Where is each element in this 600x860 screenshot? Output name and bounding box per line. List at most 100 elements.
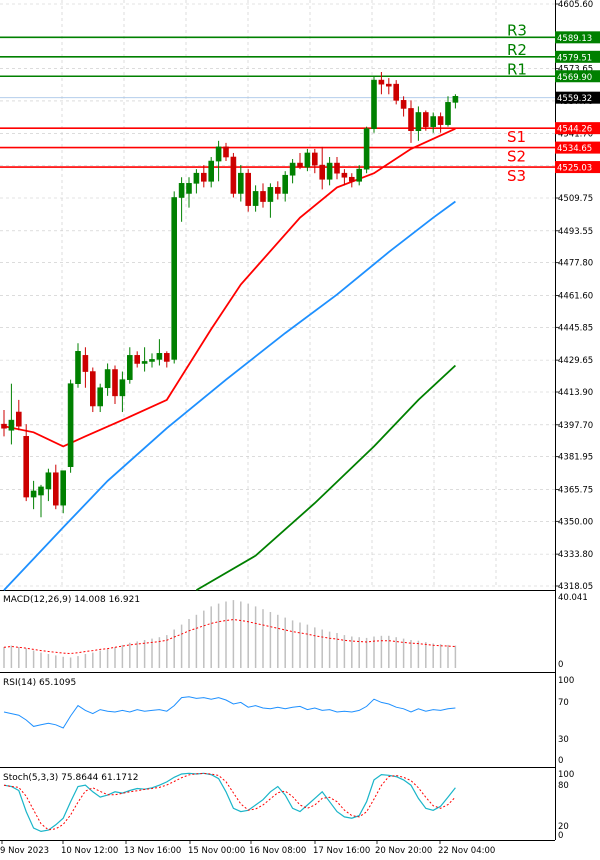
price-tick-label: 4541.70 (558, 129, 593, 139)
level-tag (555, 31, 600, 44)
candle-body (45, 472, 52, 490)
candle-body (334, 162, 340, 174)
candle-body (112, 369, 118, 397)
level-tag-label: 4569.90 (557, 73, 592, 83)
level-tag-label: 4589.13 (557, 34, 592, 44)
candle-body (430, 116, 437, 127)
candle-body (38, 486, 44, 496)
candle-body (371, 79, 377, 129)
price-tick-label: 4509.75 (558, 194, 593, 204)
candle-body (319, 164, 326, 180)
price-tick-label: 4445.85 (558, 323, 593, 333)
rsi-tick: 70 (558, 698, 569, 708)
macd-label: MACD(12,26,9) 14.008 16.921 (3, 595, 140, 605)
candle-body (289, 162, 296, 176)
candle-body (230, 156, 237, 194)
macd-histogram (3, 600, 457, 668)
time-axis: 9 Nov 2023 10 Nov 12:00 13 Nov 16:00 15 Nov… (0, 840, 495, 856)
candle-body (97, 387, 103, 407)
candle-body (408, 108, 414, 132)
current-price-tag (555, 91, 600, 104)
candle-body (400, 100, 407, 109)
candle-body (341, 172, 348, 178)
moving-average-line (3, 127, 456, 448)
level-name: R1 (507, 60, 527, 78)
price-tick-label: 4605.60 (558, 0, 593, 10)
candle-body (171, 197, 177, 360)
candle-body (90, 371, 96, 407)
price-tick-label: 4573.65 (558, 65, 593, 75)
candle-body (82, 355, 89, 372)
time-tick-label: 22 Nov 04:00 (438, 846, 495, 856)
price-tick-label: 4429.65 (558, 356, 593, 366)
candle-body (415, 112, 422, 132)
price-tick-label: 4381.95 (558, 453, 593, 463)
stoch-tick: 80 (558, 781, 569, 791)
candle-body (378, 79, 385, 85)
stoch-label: Stoch(5,3,3) 75.8644 61.1712 (3, 773, 138, 783)
price-tick-label: 4413.90 (558, 388, 593, 398)
price-tick-label: 4493.55 (558, 227, 593, 237)
candle-body (127, 355, 133, 380)
chart-frame (0, 0, 556, 841)
time-tick-label: 20 Nov 20:00 (375, 846, 432, 856)
candle-body (311, 152, 318, 166)
candle-body (304, 152, 311, 168)
rsi-tick: 100 (558, 676, 574, 686)
time-tick-label: 17 Nov 16:00 (313, 846, 370, 856)
price-tick-label: 4397.70 (558, 421, 593, 431)
candle-body (15, 411, 22, 427)
moving-averages (3, 127, 457, 591)
candle-body (60, 470, 67, 506)
candle-body (141, 361, 148, 364)
price-tick-label: 4461.60 (558, 291, 593, 301)
candle-body (437, 116, 444, 125)
time-tick-label: 13 Nov 16:00 (124, 846, 181, 856)
candle-body (67, 383, 74, 467)
rsi-line (3, 696, 456, 729)
macd-axis-top: 40.041 (558, 593, 588, 603)
level-tag-label: 4525.03 (557, 164, 592, 174)
level-name: R3 (507, 21, 527, 39)
grid (0, 0, 555, 587)
candle-body (393, 83, 400, 101)
level-tag (555, 161, 600, 174)
level-name: R2 (507, 41, 527, 59)
candle-body (193, 172, 200, 184)
stoch-tick: 20 (558, 822, 569, 832)
candle-body (363, 128, 370, 170)
price-axis: 4605.604573.654557.704541.704525.754509.… (555, 0, 593, 592)
candle-body (186, 183, 192, 194)
current-price-label: 4559.32 (557, 94, 592, 104)
macd-signal-line (3, 619, 456, 655)
level-tags: 4589.13 4579.51 4569.90 4544.26 4534.65 4525.… (555, 31, 600, 174)
candle-body (356, 168, 363, 182)
moving-average-line (195, 364, 457, 591)
candle-body (104, 369, 111, 389)
candle-body (215, 146, 222, 162)
candle-body (282, 174, 289, 194)
candle-body (1, 423, 7, 429)
price-tick-label: 4318.05 (558, 582, 593, 592)
time-tick-label: 9 Nov 2023 (0, 846, 49, 856)
stoch-signal-line (3, 772, 456, 831)
candle-body (223, 146, 229, 158)
stoch-pane: Stoch(5,3,3) 75.8644 61.1712 100 80 20 0 (3, 770, 574, 841)
candle-body (208, 160, 214, 182)
candle-body (149, 359, 155, 362)
candle-body (348, 176, 355, 182)
level-name: S1 (507, 128, 526, 146)
candle-body (52, 472, 59, 506)
rsi-pane: RSI(14) 65.1095 100 70 30 0 (3, 676, 574, 766)
macd-pane: MACD(12,26,9) 14.008 16.921 40.041 0 (3, 593, 588, 670)
candle-body (252, 191, 259, 206)
candle-body (385, 83, 392, 87)
level-name: S3 (507, 167, 526, 185)
candle-body (297, 162, 303, 168)
candle-body (452, 95, 459, 103)
macd-axis-bottom: 0 (558, 660, 563, 670)
rsi-tick: 30 (558, 735, 569, 745)
level-tag-label: 4579.51 (557, 53, 592, 63)
price-tick-label: 4350.00 (558, 517, 593, 527)
price-tick-label: 4477.80 (558, 259, 593, 269)
